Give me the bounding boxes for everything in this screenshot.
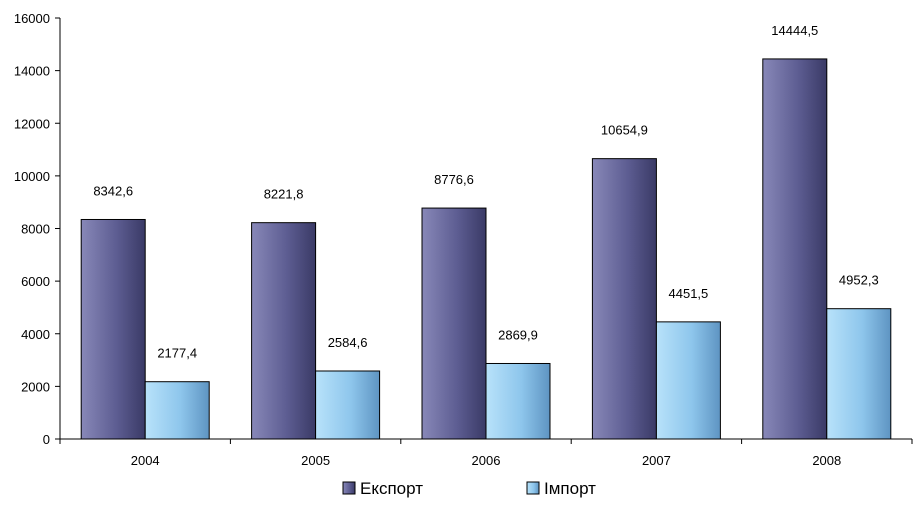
y-tick-label: 6000 — [21, 274, 50, 289]
bar-import — [315, 370, 381, 440]
legend: Експорт Імпорт — [342, 479, 596, 498]
legend-label-export: Експорт — [360, 479, 423, 498]
data-label: 2177,4 — [157, 346, 197, 361]
data-label: 8776,6 — [434, 172, 474, 187]
x-tick-label: 2006 — [472, 453, 501, 468]
bar-export — [251, 222, 317, 440]
y-tick-label: 4000 — [21, 327, 50, 342]
bar-import — [485, 362, 551, 440]
bar-import — [144, 381, 210, 440]
data-label: 4451,5 — [669, 286, 709, 301]
y-tick-label: 16000 — [14, 11, 50, 26]
data-label: 14444,5 — [771, 23, 818, 38]
x-tick-label: 2004 — [131, 453, 160, 468]
bar-export — [762, 58, 828, 440]
legend-swatch-import — [526, 481, 540, 495]
bar-export — [591, 158, 657, 440]
data-label: 2869,9 — [498, 327, 538, 342]
x-tick-label: 2007 — [642, 453, 671, 468]
y-tick-label: 12000 — [14, 116, 50, 131]
y-tick-label: 0 — [43, 432, 50, 447]
x-tick-label: 2005 — [301, 453, 330, 468]
data-label: 10654,9 — [601, 123, 648, 138]
bar-export — [80, 218, 146, 440]
legend-label-import: Імпорт — [544, 479, 596, 498]
data-label: 2584,6 — [328, 335, 368, 350]
bar-import — [826, 308, 892, 440]
data-label: 4952,3 — [839, 273, 879, 288]
data-label: 8342,6 — [93, 183, 133, 198]
y-tick-label: 2000 — [21, 379, 50, 394]
bar-export — [421, 207, 487, 440]
x-tick-label: 2008 — [812, 453, 841, 468]
y-tick-label: 14000 — [14, 64, 50, 79]
legend-swatch-export — [342, 481, 356, 495]
bar-import — [655, 321, 721, 440]
y-tick-label: 8000 — [21, 222, 50, 237]
data-label: 8221,8 — [264, 187, 304, 202]
y-tick-label: 10000 — [14, 169, 50, 184]
